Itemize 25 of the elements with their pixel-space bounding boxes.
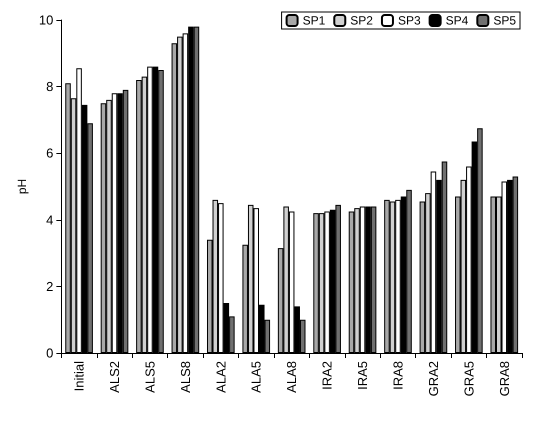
x-tick-label: IRA8: [390, 361, 406, 390]
y-tick-label: 0: [46, 346, 54, 360]
x-tick-label: ALS2: [107, 361, 122, 393]
legend-label: SP2: [350, 14, 374, 28]
x-tick-label: ALS8: [178, 361, 193, 393]
x-tick-label: ALA5: [248, 361, 264, 393]
legend-label: SP4: [446, 14, 469, 28]
x-tick-label: Initial: [72, 360, 87, 392]
y-tick-label: 4: [46, 212, 54, 228]
x-tick-label: GRA8: [496, 361, 512, 396]
y-axis-title: pH: [15, 178, 29, 194]
x-tick-label: IRA5: [355, 361, 370, 390]
y-tick-label: 6: [46, 146, 54, 161]
y-tick-label: 2: [46, 278, 54, 294]
legend-label: SP5: [493, 14, 516, 28]
x-tick-label: IRA2: [320, 361, 335, 390]
legend-label: SP3: [398, 14, 421, 28]
y-tick-label: 10: [38, 12, 54, 28]
x-tick-label: ALA2: [213, 361, 228, 393]
y-tick-label: 8: [46, 79, 54, 94]
x-tick-label: GRA2: [426, 361, 441, 396]
x-tick-label: ALS5: [142, 361, 158, 393]
legend-label: SP1: [302, 14, 326, 28]
x-tick-label: GRA5: [461, 361, 476, 396]
x-tick-label: ALA8: [284, 361, 300, 393]
